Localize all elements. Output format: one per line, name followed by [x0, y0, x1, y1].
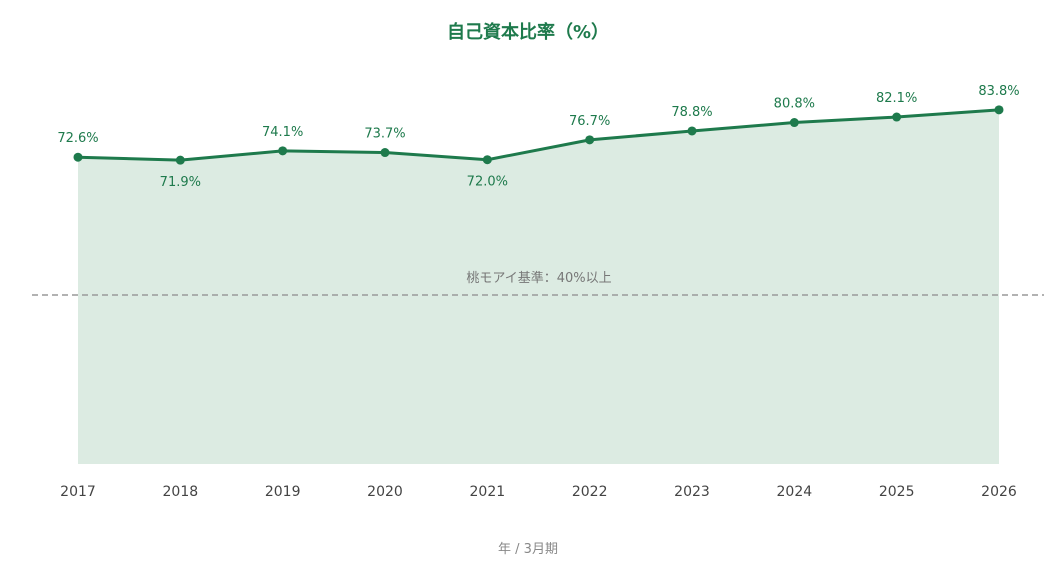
chart-title: 自己資本比率（%） [446, 22, 610, 43]
x-tick-2026: 2026 [981, 484, 1017, 500]
reference-line-label: 桃モアイ基準：40%以上 [466, 270, 611, 286]
x-tick-2025: 2025 [879, 484, 915, 500]
series-line [76, 108, 1001, 162]
data-point-2020 [380, 148, 390, 158]
data-point-2018 [175, 155, 185, 165]
data-label-2022: 76.7% [569, 114, 610, 129]
data-label-2023: 78.8% [671, 105, 712, 120]
point-layer [73, 105, 1004, 165]
x-tick-2017: 2017 [60, 484, 96, 500]
data-point-2023 [687, 126, 697, 136]
data-point-2024 [789, 118, 799, 128]
data-point-2019 [278, 146, 288, 156]
area-fill [78, 109, 999, 464]
x-axis-label: 年 / 3月期 [498, 542, 558, 557]
data-label-2025: 82.1% [876, 91, 917, 106]
data-point-2026 [994, 105, 1004, 115]
x-tick-2021: 2021 [470, 484, 506, 500]
x-tick-2018: 2018 [163, 484, 199, 500]
area-layer [78, 109, 999, 464]
x-tick-2019: 2019 [265, 484, 301, 500]
data-point-2025 [892, 112, 902, 122]
data-point-2021 [482, 155, 492, 165]
x-tick-2022: 2022 [572, 484, 608, 500]
tick-layer: 2017 2018 2019 2020 2021 2022 2023 2024 2025 2026 [60, 484, 1017, 500]
data-label-2026: 83.8% [978, 84, 1019, 99]
data-label-2024: 80.8% [774, 97, 815, 112]
data-label-2017: 72.6% [57, 131, 98, 146]
data-label-2019: 74.1% [262, 125, 303, 140]
data-point-2022 [585, 135, 595, 145]
x-tick-2023: 2023 [674, 484, 710, 500]
data-label-2020: 73.7% [364, 127, 405, 142]
data-point-2017 [73, 152, 83, 162]
label-layer: 72.6% 71.9% 74.1% 73.7% 72.0% 76.7% 78.8% 80.8%… [57, 84, 1019, 190]
reference-layer: 桃モアイ基準：40%以上 [32, 270, 1044, 296]
x-tick-2020: 2020 [367, 484, 403, 500]
data-label-2018: 71.9% [160, 175, 201, 190]
line-layer [76, 108, 1001, 162]
data-label-2021: 72.0% [467, 175, 508, 190]
x-tick-2024: 2024 [777, 484, 813, 500]
